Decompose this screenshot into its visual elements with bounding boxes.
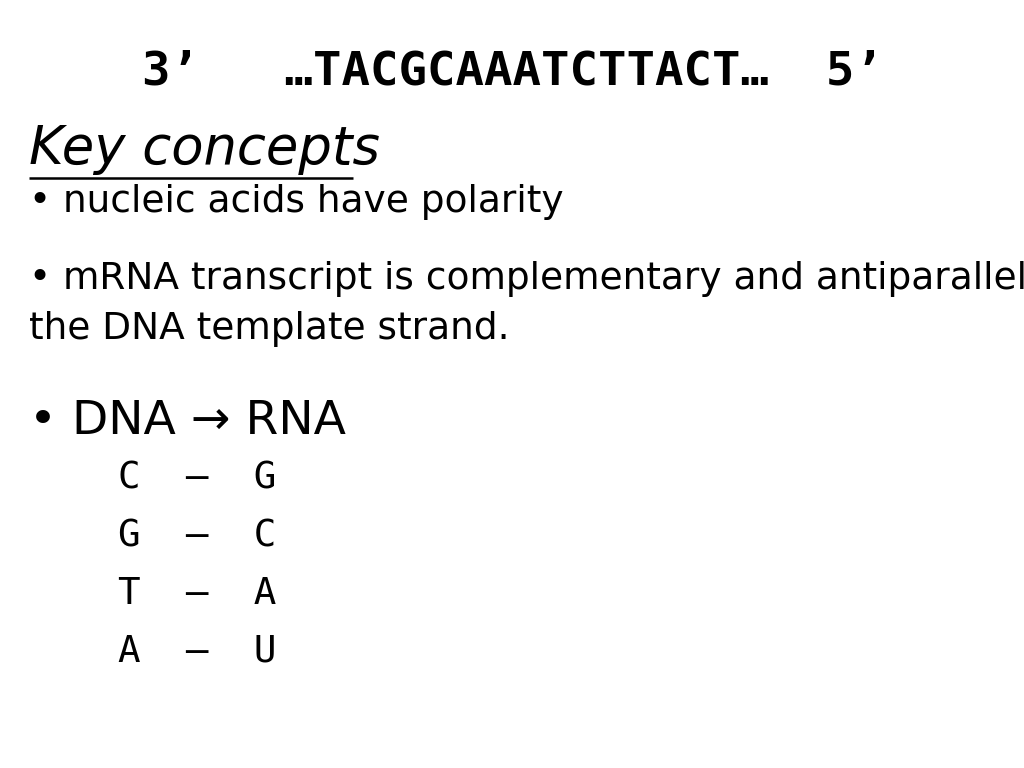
Text: • mRNA transcript is complementary and antiparallel to: • mRNA transcript is complementary and a… bbox=[29, 261, 1024, 297]
Text: the DNA template strand.: the DNA template strand. bbox=[29, 311, 509, 347]
Text: Key concepts: Key concepts bbox=[29, 123, 380, 175]
Text: T  –  A: T – A bbox=[118, 576, 276, 612]
Text: 3’   …TACGCAAATCTTACT…  5’: 3’ …TACGCAAATCTTACT… 5’ bbox=[141, 50, 883, 95]
Text: • nucleic acids have polarity: • nucleic acids have polarity bbox=[29, 184, 563, 220]
Text: • DNA → RNA: • DNA → RNA bbox=[29, 399, 346, 445]
Text: G  –  C: G – C bbox=[118, 518, 276, 554]
Text: A  –  U: A – U bbox=[118, 634, 276, 670]
Text: C  –  G: C – G bbox=[118, 461, 276, 497]
